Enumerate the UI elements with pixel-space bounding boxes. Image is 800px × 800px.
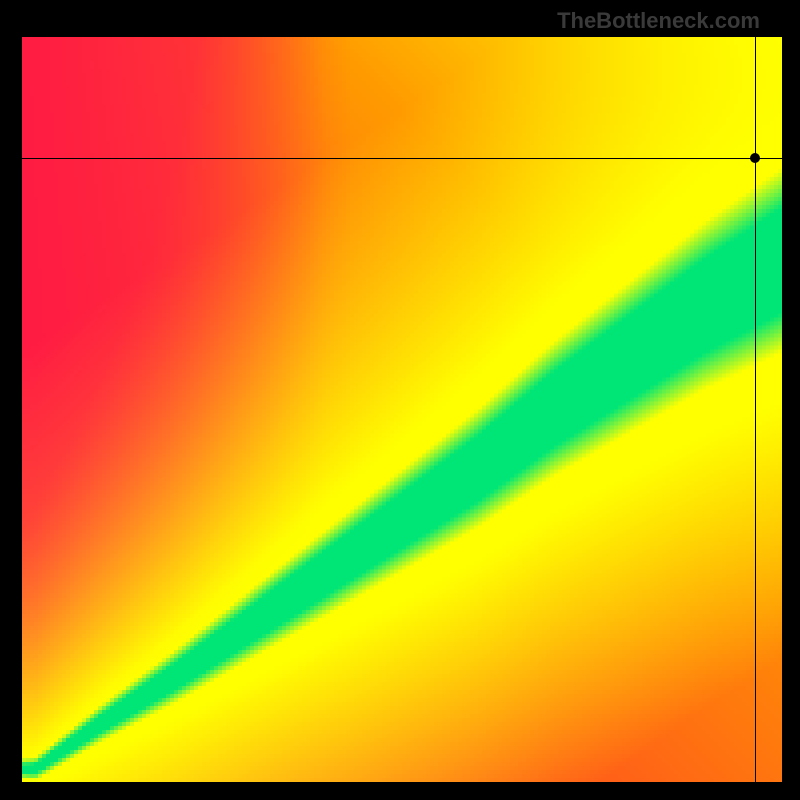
watermark: TheBottleneck.com — [557, 8, 760, 34]
crosshair-marker — [750, 153, 760, 163]
crosshair-vertical — [755, 37, 756, 782]
crosshair-horizontal — [22, 158, 782, 159]
chart-frame — [20, 35, 784, 784]
